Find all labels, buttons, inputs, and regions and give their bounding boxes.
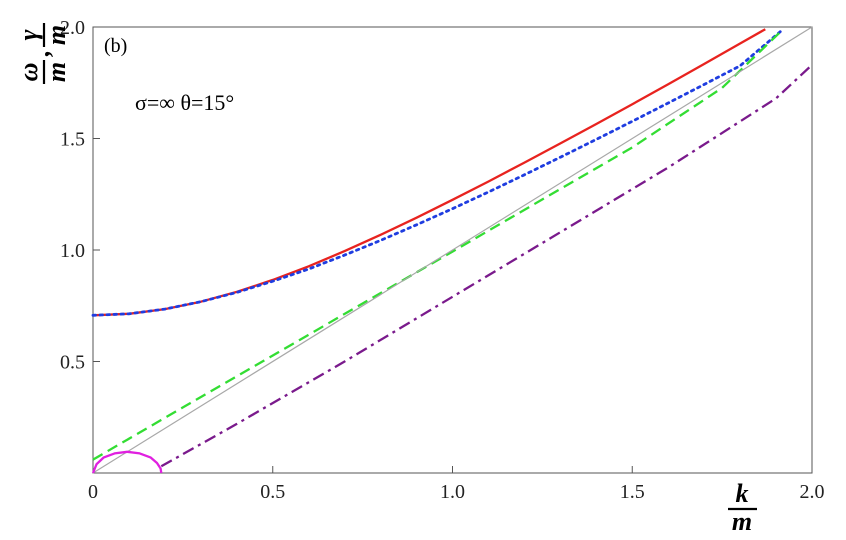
y-ticks: 0.5 1.0 1.5 2.0 bbox=[60, 17, 100, 374]
x-tick-label: 2.0 bbox=[800, 481, 825, 503]
x-tick-label: 1.0 bbox=[440, 481, 465, 503]
series-line-0 bbox=[92, 28, 766, 317]
y-tick-label: 1.0 bbox=[60, 240, 85, 262]
series-line-1 bbox=[91, 27, 785, 317]
x-axis-title: k m bbox=[728, 479, 757, 536]
series-line-4 bbox=[92, 26, 813, 474]
y-axis-title-num1: ω bbox=[14, 63, 43, 82]
x-axis-title-denominator: m bbox=[732, 507, 752, 536]
y-axis-title: ω m , γ m bbox=[14, 23, 71, 84]
x-tick-label: 0.5 bbox=[260, 481, 285, 503]
panel-label: (b) bbox=[104, 35, 127, 57]
x-axis-title-numerator: k bbox=[736, 479, 749, 508]
x-tick-label: 0 bbox=[88, 481, 98, 503]
y-tick-label: 1.5 bbox=[60, 129, 85, 151]
y-axis-title-den1: m bbox=[42, 62, 71, 82]
series-line-5 bbox=[91, 450, 163, 474]
y-tick-label: 2.0 bbox=[60, 17, 85, 39]
series-layer bbox=[91, 26, 813, 474]
y-tick-label: 0.5 bbox=[60, 352, 85, 374]
x-tick-label: 1.5 bbox=[620, 481, 645, 503]
annotation: σ=∞ θ=15° bbox=[135, 90, 234, 115]
y-axis-title-sep: , bbox=[26, 50, 55, 58]
series-line-3 bbox=[160, 64, 813, 468]
series-line-2 bbox=[92, 28, 784, 461]
y-axis-title-num2: γ bbox=[14, 29, 43, 40]
y-axis-title-den2: m bbox=[42, 25, 71, 45]
x-ticks: 0 0.5 1.0 1.5 2.0 bbox=[88, 466, 825, 503]
